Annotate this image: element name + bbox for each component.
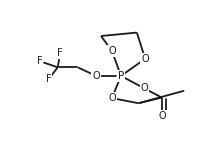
Text: O: O bbox=[158, 111, 166, 121]
Text: F: F bbox=[57, 48, 63, 58]
Text: O: O bbox=[108, 93, 116, 103]
Text: O: O bbox=[92, 71, 100, 81]
Text: O: O bbox=[141, 83, 148, 93]
Text: O: O bbox=[108, 46, 116, 56]
Text: O: O bbox=[141, 54, 149, 64]
Text: P: P bbox=[118, 71, 124, 81]
Text: F: F bbox=[37, 56, 42, 66]
Text: F: F bbox=[46, 74, 51, 84]
